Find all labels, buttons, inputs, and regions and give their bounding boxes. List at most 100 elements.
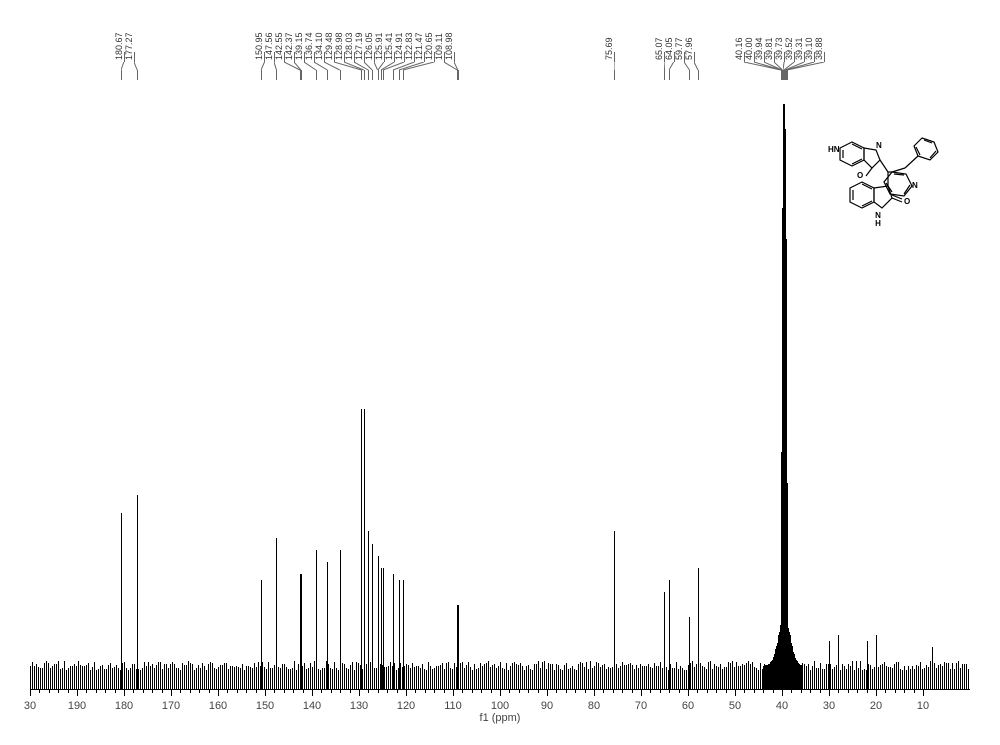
- baseline-noise: [890, 667, 891, 690]
- baseline-noise: [754, 667, 755, 690]
- baseline-noise: [962, 664, 963, 690]
- baseline-noise: [424, 669, 425, 690]
- baseline-noise: [98, 669, 99, 690]
- x-axis-tick: [876, 690, 877, 696]
- x-axis-minor-tick: [58, 690, 59, 693]
- baseline-noise: [250, 667, 251, 690]
- peak-value-label: 108.98: [444, 32, 454, 60]
- peak-label-drop: [381, 70, 382, 80]
- baseline-noise: [616, 664, 617, 690]
- baseline-noise: [426, 670, 427, 690]
- spectrum-peak: [372, 544, 373, 690]
- baseline-noise: [432, 669, 433, 690]
- baseline-noise: [870, 665, 871, 690]
- x-axis-label: 180: [115, 700, 133, 712]
- x-axis-label: 10: [917, 700, 929, 712]
- baseline-noise: [302, 666, 303, 690]
- peak-value-label: 109.11: [434, 33, 444, 60]
- baseline-noise: [856, 661, 857, 690]
- baseline-noise: [160, 662, 161, 690]
- spectrum-peak: [787, 483, 788, 690]
- baseline-noise: [82, 666, 83, 690]
- baseline-noise: [952, 663, 953, 690]
- spectrum-peak: [829, 641, 830, 690]
- spectrum-peak: [664, 592, 665, 690]
- baseline-noise: [954, 669, 955, 690]
- spectrum-peak: [276, 538, 277, 691]
- baseline-noise: [958, 661, 959, 690]
- baseline-noise: [240, 668, 241, 690]
- baseline-noise: [592, 668, 593, 690]
- baseline-noise: [268, 662, 269, 690]
- peak-value-label: 177.27: [124, 32, 134, 60]
- baseline-noise: [410, 668, 411, 690]
- peak-label-connector: [614, 52, 615, 62]
- x-axis-minor-tick: [227, 690, 228, 693]
- x-axis-tick: [312, 690, 313, 696]
- x-axis-label: 150: [256, 700, 274, 712]
- baseline-noise: [612, 667, 613, 690]
- baseline-noise: [226, 663, 227, 690]
- baseline-noise: [504, 669, 505, 690]
- baseline-noise: [196, 668, 197, 690]
- x-axis-minor-tick: [726, 690, 727, 693]
- baseline-noise: [632, 665, 633, 690]
- x-axis-minor-tick: [895, 690, 896, 693]
- spectrum-peak: [368, 531, 369, 690]
- x-axis-tick: [594, 690, 595, 696]
- baseline-noise: [242, 664, 243, 690]
- baseline-noise: [528, 665, 529, 690]
- spectrum-peak: [689, 617, 690, 690]
- spectrum-peak: [838, 635, 839, 690]
- baseline-noise: [60, 669, 61, 690]
- baseline-noise: [248, 666, 249, 690]
- baseline-noise: [708, 662, 709, 690]
- x-axis-minor-tick: [434, 690, 435, 693]
- baseline-noise: [820, 663, 821, 690]
- baseline-noise: [356, 662, 357, 690]
- baseline-noise: [740, 666, 741, 690]
- x-axis-label: 70: [635, 700, 647, 712]
- x-axis-minor-tick: [133, 690, 134, 693]
- baseline-noise: [662, 668, 663, 690]
- baseline-noise: [422, 664, 423, 690]
- x-axis-minor-tick: [914, 690, 915, 693]
- baseline-noise: [272, 668, 273, 690]
- spectrum-peak: [378, 556, 379, 690]
- baseline-noise: [444, 669, 445, 690]
- baseline-noise: [438, 666, 439, 690]
- x-axis-minor-tick: [190, 690, 191, 693]
- baseline-noise: [92, 667, 93, 690]
- spectrum-peak: [458, 605, 459, 690]
- baseline-noise: [944, 662, 945, 690]
- peak-label-drop: [399, 70, 400, 80]
- baseline-noise: [704, 667, 705, 690]
- baseline-noise: [576, 670, 577, 690]
- baseline-noise: [70, 666, 71, 690]
- x-axis-minor-tick: [378, 690, 379, 693]
- baseline-noise: [548, 663, 549, 690]
- baseline-noise: [566, 663, 567, 690]
- baseline-noise: [54, 664, 55, 690]
- baseline-noise: [418, 666, 419, 690]
- x-axis-tick: [500, 690, 501, 696]
- peak-value-label: 75.69: [604, 37, 614, 60]
- baseline-noise: [230, 666, 231, 690]
- baseline-noise: [336, 668, 337, 690]
- baseline-noise: [284, 664, 285, 690]
- peak-value-label: 39.94: [754, 37, 764, 60]
- x-axis-minor-tick: [284, 690, 285, 693]
- spectrum-peak: [381, 568, 382, 690]
- baseline-noise: [602, 665, 603, 690]
- baseline-noise: [42, 668, 43, 690]
- baseline-noise: [898, 662, 899, 690]
- x-axis-minor-tick: [350, 690, 351, 693]
- baseline-noise: [212, 663, 213, 690]
- baseline-noise: [540, 668, 541, 690]
- baseline-noise: [542, 662, 543, 690]
- x-axis-minor-tick: [49, 690, 50, 693]
- baseline-noise: [858, 668, 859, 690]
- x-axis-label: 110: [444, 700, 462, 712]
- baseline-noise: [452, 669, 453, 690]
- baseline-noise: [66, 670, 67, 690]
